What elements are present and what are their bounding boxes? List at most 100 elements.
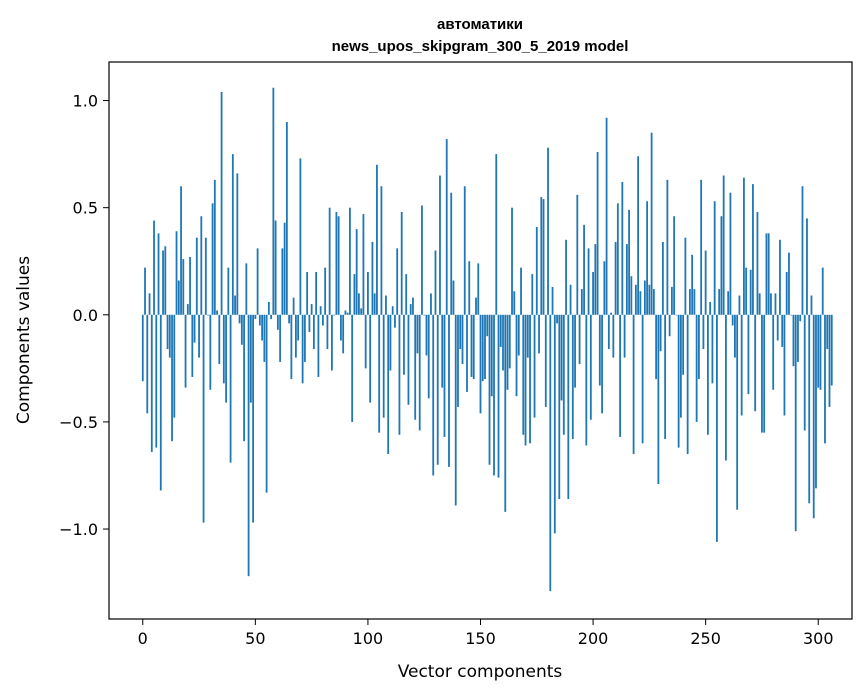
bar <box>569 284 572 315</box>
bar <box>141 314 144 382</box>
bar <box>765 233 768 315</box>
bar <box>772 314 775 390</box>
bar <box>218 314 221 365</box>
bar <box>698 314 700 380</box>
bar <box>736 314 739 510</box>
bar <box>184 314 187 388</box>
bar <box>301 314 304 384</box>
bar <box>542 199 545 315</box>
bar <box>598 314 601 386</box>
bar <box>576 194 579 315</box>
bar <box>815 314 817 489</box>
chart-title-line2: news_upos_skipgram_300_5_2019 model <box>332 38 629 55</box>
bar <box>734 314 736 358</box>
bar <box>326 314 329 350</box>
bar <box>783 314 786 416</box>
bar <box>720 216 723 315</box>
bar <box>817 314 820 388</box>
bar <box>623 314 626 358</box>
bar <box>533 314 536 418</box>
bar <box>529 314 531 444</box>
bar <box>403 314 405 375</box>
bar <box>486 314 489 337</box>
bar <box>788 252 790 315</box>
bar <box>180 186 182 315</box>
bar <box>315 271 318 315</box>
bar <box>450 192 453 315</box>
bar <box>677 314 680 448</box>
bar <box>594 244 597 315</box>
bar <box>616 203 619 315</box>
bar <box>274 220 277 315</box>
bar <box>661 241 664 315</box>
bar <box>367 271 369 315</box>
bar <box>761 314 763 433</box>
y-tick-label: −1.0 <box>59 520 98 539</box>
bar <box>236 173 239 315</box>
bar <box>308 314 311 332</box>
bar <box>317 314 320 377</box>
bar <box>448 314 450 467</box>
bar <box>207 314 209 316</box>
bar <box>664 314 667 440</box>
bar <box>240 314 243 345</box>
bar <box>587 248 590 315</box>
bar <box>727 291 730 315</box>
bar <box>648 284 651 315</box>
bar <box>270 314 273 320</box>
bar <box>540 196 543 315</box>
x-tick-label: 0 <box>138 629 148 648</box>
bar <box>430 293 432 315</box>
bar <box>797 314 799 362</box>
bar <box>292 297 295 315</box>
bar <box>452 280 455 315</box>
bar <box>243 314 245 442</box>
bar <box>668 314 671 337</box>
bar <box>567 314 570 500</box>
bar <box>432 314 435 476</box>
bar <box>299 158 302 315</box>
bar <box>544 314 547 407</box>
bar <box>423 314 426 316</box>
bar <box>191 314 194 377</box>
bar <box>812 314 815 519</box>
bar <box>288 314 291 324</box>
bar <box>294 314 297 358</box>
bar <box>637 156 640 315</box>
bar <box>389 314 392 371</box>
bar <box>524 314 527 446</box>
bar <box>202 314 205 523</box>
bar <box>279 314 282 362</box>
bar <box>472 314 475 380</box>
bar <box>693 289 696 315</box>
bar <box>344 310 347 315</box>
bar <box>249 314 252 403</box>
bar <box>562 314 565 435</box>
bar <box>146 314 149 414</box>
bar <box>148 293 151 315</box>
bar <box>535 226 538 315</box>
bar <box>781 314 784 347</box>
bar <box>770 293 772 315</box>
bar <box>189 256 191 315</box>
bar <box>513 291 516 315</box>
bar <box>319 306 322 315</box>
bar <box>806 218 808 315</box>
bar <box>655 314 658 380</box>
bar-series <box>141 87 833 592</box>
bar <box>358 293 360 315</box>
chart-title-line1: автоматики <box>437 16 523 33</box>
bar <box>477 263 480 315</box>
bar <box>470 314 473 377</box>
bar <box>601 314 603 414</box>
bar <box>821 267 824 315</box>
bar <box>641 314 644 444</box>
bar <box>612 314 615 358</box>
bar <box>186 304 189 315</box>
bar <box>369 314 372 403</box>
bar <box>391 306 394 315</box>
bar <box>412 297 414 315</box>
bar <box>204 237 207 315</box>
bar <box>303 314 306 362</box>
